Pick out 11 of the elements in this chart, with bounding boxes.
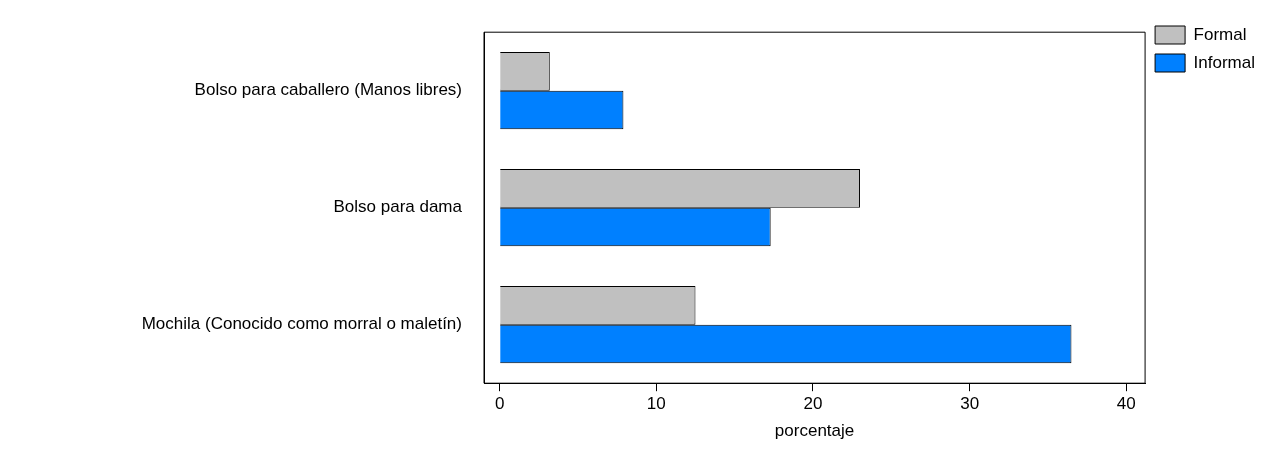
legend-label: Formal: [1193, 24, 1247, 44]
x-axis-title: porcentaje: [774, 421, 855, 441]
x-tick-label: 40: [1116, 394, 1136, 414]
x-tick-label: 10: [646, 394, 666, 414]
legend-label: Informal: [1193, 52, 1256, 72]
y-tick-label: Bolso para caballero (Manos libres): [194, 80, 462, 100]
y-tick-label: Mochila (Conocido como morral o maletín): [141, 314, 462, 334]
x-tick-label: 0: [494, 394, 505, 414]
x-tick-label: 30: [960, 394, 980, 414]
y-tick-label: Bolso para dama: [333, 197, 463, 217]
x-tick-label: 20: [803, 394, 823, 414]
